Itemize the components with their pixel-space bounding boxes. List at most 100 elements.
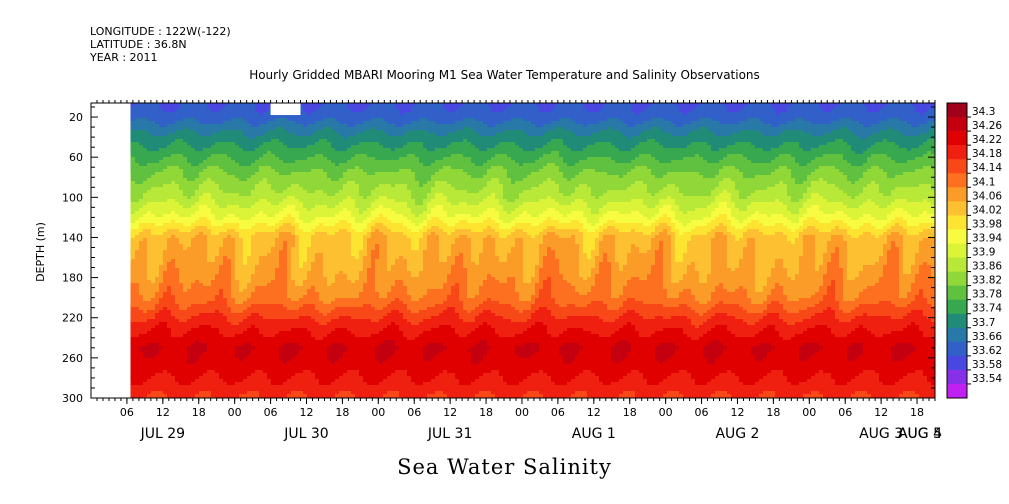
salinity-cell [223,115,228,119]
salinity-cell [251,139,256,143]
salinity-cell [283,352,288,356]
salinity-cell [167,298,172,302]
salinity-cell [283,202,288,206]
salinity-cell [259,331,264,335]
salinity-cell [143,139,148,143]
salinity-cell [267,247,272,251]
salinity-cell [155,307,160,311]
salinity-cell [287,190,292,194]
salinity-cell [283,211,288,215]
salinity-cell [223,262,228,266]
salinity-cell [243,211,248,215]
salinity-cell [287,355,292,359]
salinity-cell [227,127,232,131]
salinity-cell [271,259,276,263]
salinity-cell [131,355,136,359]
salinity-cell [171,151,176,155]
salinity-cell [271,139,276,143]
salinity-cell [199,301,204,305]
salinity-cell [215,283,220,287]
salinity-cell [267,283,272,287]
salinity-cell [251,322,256,326]
salinity-cell [235,283,240,287]
salinity-cell [243,316,248,320]
salinity-cell [139,133,144,137]
salinity-cell [239,358,244,362]
salinity-cell [171,349,176,353]
salinity-cell [203,394,208,398]
salinity-cell [283,133,288,137]
salinity-cell [195,112,200,116]
salinity-cell [203,370,208,374]
salinity-cell [287,337,292,341]
salinity-cell [219,103,224,107]
salinity-cell [211,280,216,284]
salinity-cell [279,394,284,398]
salinity-cell [287,133,292,137]
salinity-cell [271,388,276,392]
salinity-cell [131,220,136,224]
salinity-cell [191,253,196,257]
salinity-cell [263,325,268,329]
salinity-cell [199,217,204,221]
salinity-cell [239,202,244,206]
salinity-cell [163,226,168,230]
salinity-cell [167,331,172,335]
salinity-cell [247,361,252,365]
salinity-cell [287,235,292,239]
salinity-cell [211,274,216,278]
salinity-cell [215,379,220,383]
salinity-cell [207,331,212,335]
salinity-cell [215,265,220,269]
salinity-cell [223,307,228,311]
salinity-cell [199,259,204,263]
salinity-cell [139,106,144,110]
salinity-cell [207,352,212,356]
salinity-cell [155,208,160,212]
salinity-cell [275,130,280,134]
salinity-cell [187,253,192,257]
salinity-cell [143,280,148,284]
salinity-cell [263,109,268,113]
salinity-cell [259,241,264,245]
salinity-cell [283,127,288,131]
salinity-cell [279,268,284,272]
salinity-cell [199,370,204,374]
salinity-cell [215,124,220,128]
salinity-cell [239,211,244,215]
salinity-cell [191,283,196,287]
salinity-cell [283,289,288,293]
salinity-cell [271,175,276,179]
salinity-cell [219,130,224,134]
salinity-cell [179,211,184,215]
salinity-cell [251,154,256,158]
salinity-cell [203,373,208,377]
salinity-cell [243,247,248,251]
salinity-cell [255,163,260,167]
salinity-cell [255,286,260,290]
salinity-cell [183,376,188,380]
salinity-cell [251,367,256,371]
salinity-cell [251,241,256,245]
salinity-cell [131,295,136,299]
salinity-cell [143,148,148,152]
salinity-cell [147,319,152,323]
salinity-cell [231,283,236,287]
salinity-cell [231,232,236,236]
salinity-cell [219,373,224,377]
salinity-cell [251,148,256,152]
salinity-cell [267,346,272,350]
salinity-cell [279,316,284,320]
salinity-cell [255,148,260,152]
salinity-cell [131,244,136,248]
salinity-cell [167,277,172,281]
salinity-cell [159,325,164,329]
salinity-cell [151,355,156,359]
salinity-cell [151,361,156,365]
salinity-cell [263,373,268,377]
salinity-cell [187,283,192,287]
salinity-cell [139,346,144,350]
salinity-cell [283,217,288,221]
salinity-cell [199,379,204,383]
salinity-cell [139,163,144,167]
